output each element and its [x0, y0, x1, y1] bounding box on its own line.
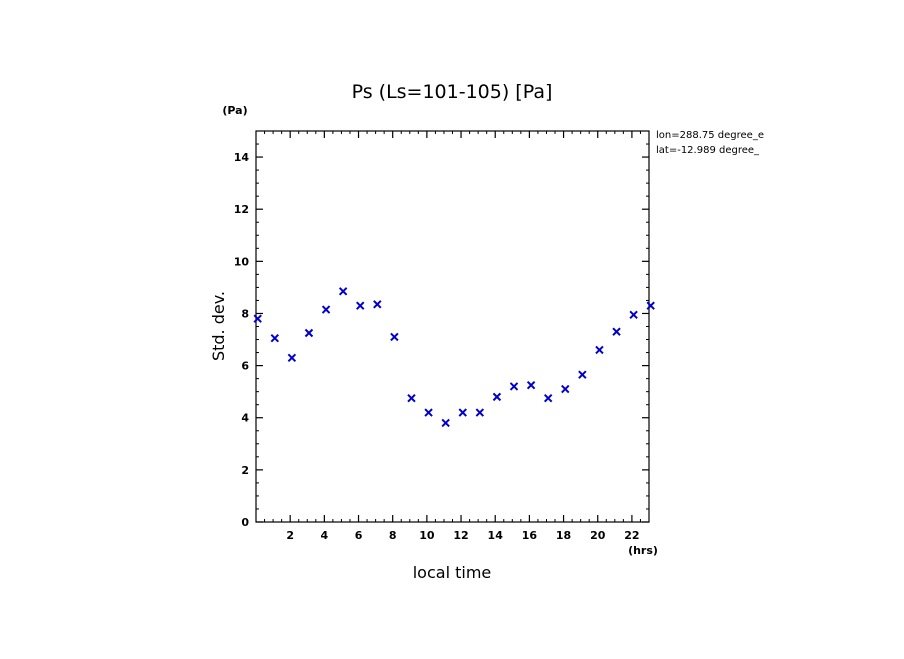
data-point	[646, 301, 655, 310]
data-point	[390, 332, 399, 342]
data-point	[424, 408, 433, 417]
x-tick-label: 6	[355, 529, 363, 542]
y-tick-label: 2	[241, 464, 249, 477]
annotation-clip	[779, 125, 904, 165]
data-point	[321, 305, 331, 314]
data-point	[561, 384, 570, 394]
x-tick-label: 2	[286, 529, 294, 542]
data-point	[492, 392, 502, 402]
data-point	[441, 418, 450, 428]
data-point	[373, 300, 382, 309]
x-tick-label: 20	[590, 529, 606, 542]
data-point	[475, 408, 485, 417]
data-point	[595, 345, 604, 355]
y-tick-label: 6	[241, 360, 249, 373]
y-tick-label: 14	[234, 151, 250, 164]
data-point	[543, 393, 553, 403]
y-unit-label: (Pa)	[222, 104, 247, 117]
lat-annotation: lat=-12.989 degree_	[656, 145, 760, 156]
x-tick-label: 12	[453, 529, 468, 542]
data-point	[612, 327, 621, 336]
ticks-layer: 2 4 6 8 10 12 14 16 18 20 22 0 2 4 6 8 10 12 14	[234, 130, 650, 542]
data-point	[356, 301, 365, 310]
y-tick-label: 8	[241, 307, 249, 320]
y-tick-label: 0	[241, 516, 249, 529]
data-point	[304, 328, 314, 338]
x-tick-label: 18	[556, 529, 571, 542]
data-point	[407, 393, 416, 403]
data-point	[287, 353, 297, 362]
x-unit-label: (hrs)	[628, 544, 658, 557]
data-point	[338, 287, 348, 296]
x-tick-label: 14	[488, 529, 504, 542]
x-tick-label: 4	[321, 529, 329, 542]
data-point	[458, 408, 467, 417]
marks-layer	[253, 287, 655, 428]
chart-title: Ps (Ls=101-105) [Pa]	[352, 81, 553, 103]
lon-annotation: lon=288.75 degree_e	[656, 130, 764, 141]
data-point	[253, 314, 262, 323]
data-point	[526, 380, 536, 390]
y-axis-label: Std. dev.	[209, 291, 228, 361]
data-point	[509, 382, 519, 391]
x-tick-label: 22	[624, 529, 639, 542]
plot-frame	[255, 130, 650, 523]
x-tick-label: 10	[419, 529, 435, 542]
y-tick-label: 4	[241, 412, 249, 425]
x-axis-label: local time	[413, 563, 492, 582]
x-tick-label: 16	[522, 529, 538, 542]
y-tick-label: 12	[234, 203, 249, 216]
data-point	[578, 370, 587, 379]
data-point	[629, 310, 638, 319]
x-tick-label: 8	[389, 529, 397, 542]
data-point	[270, 334, 280, 343]
y-tick-label: 10	[234, 255, 250, 268]
